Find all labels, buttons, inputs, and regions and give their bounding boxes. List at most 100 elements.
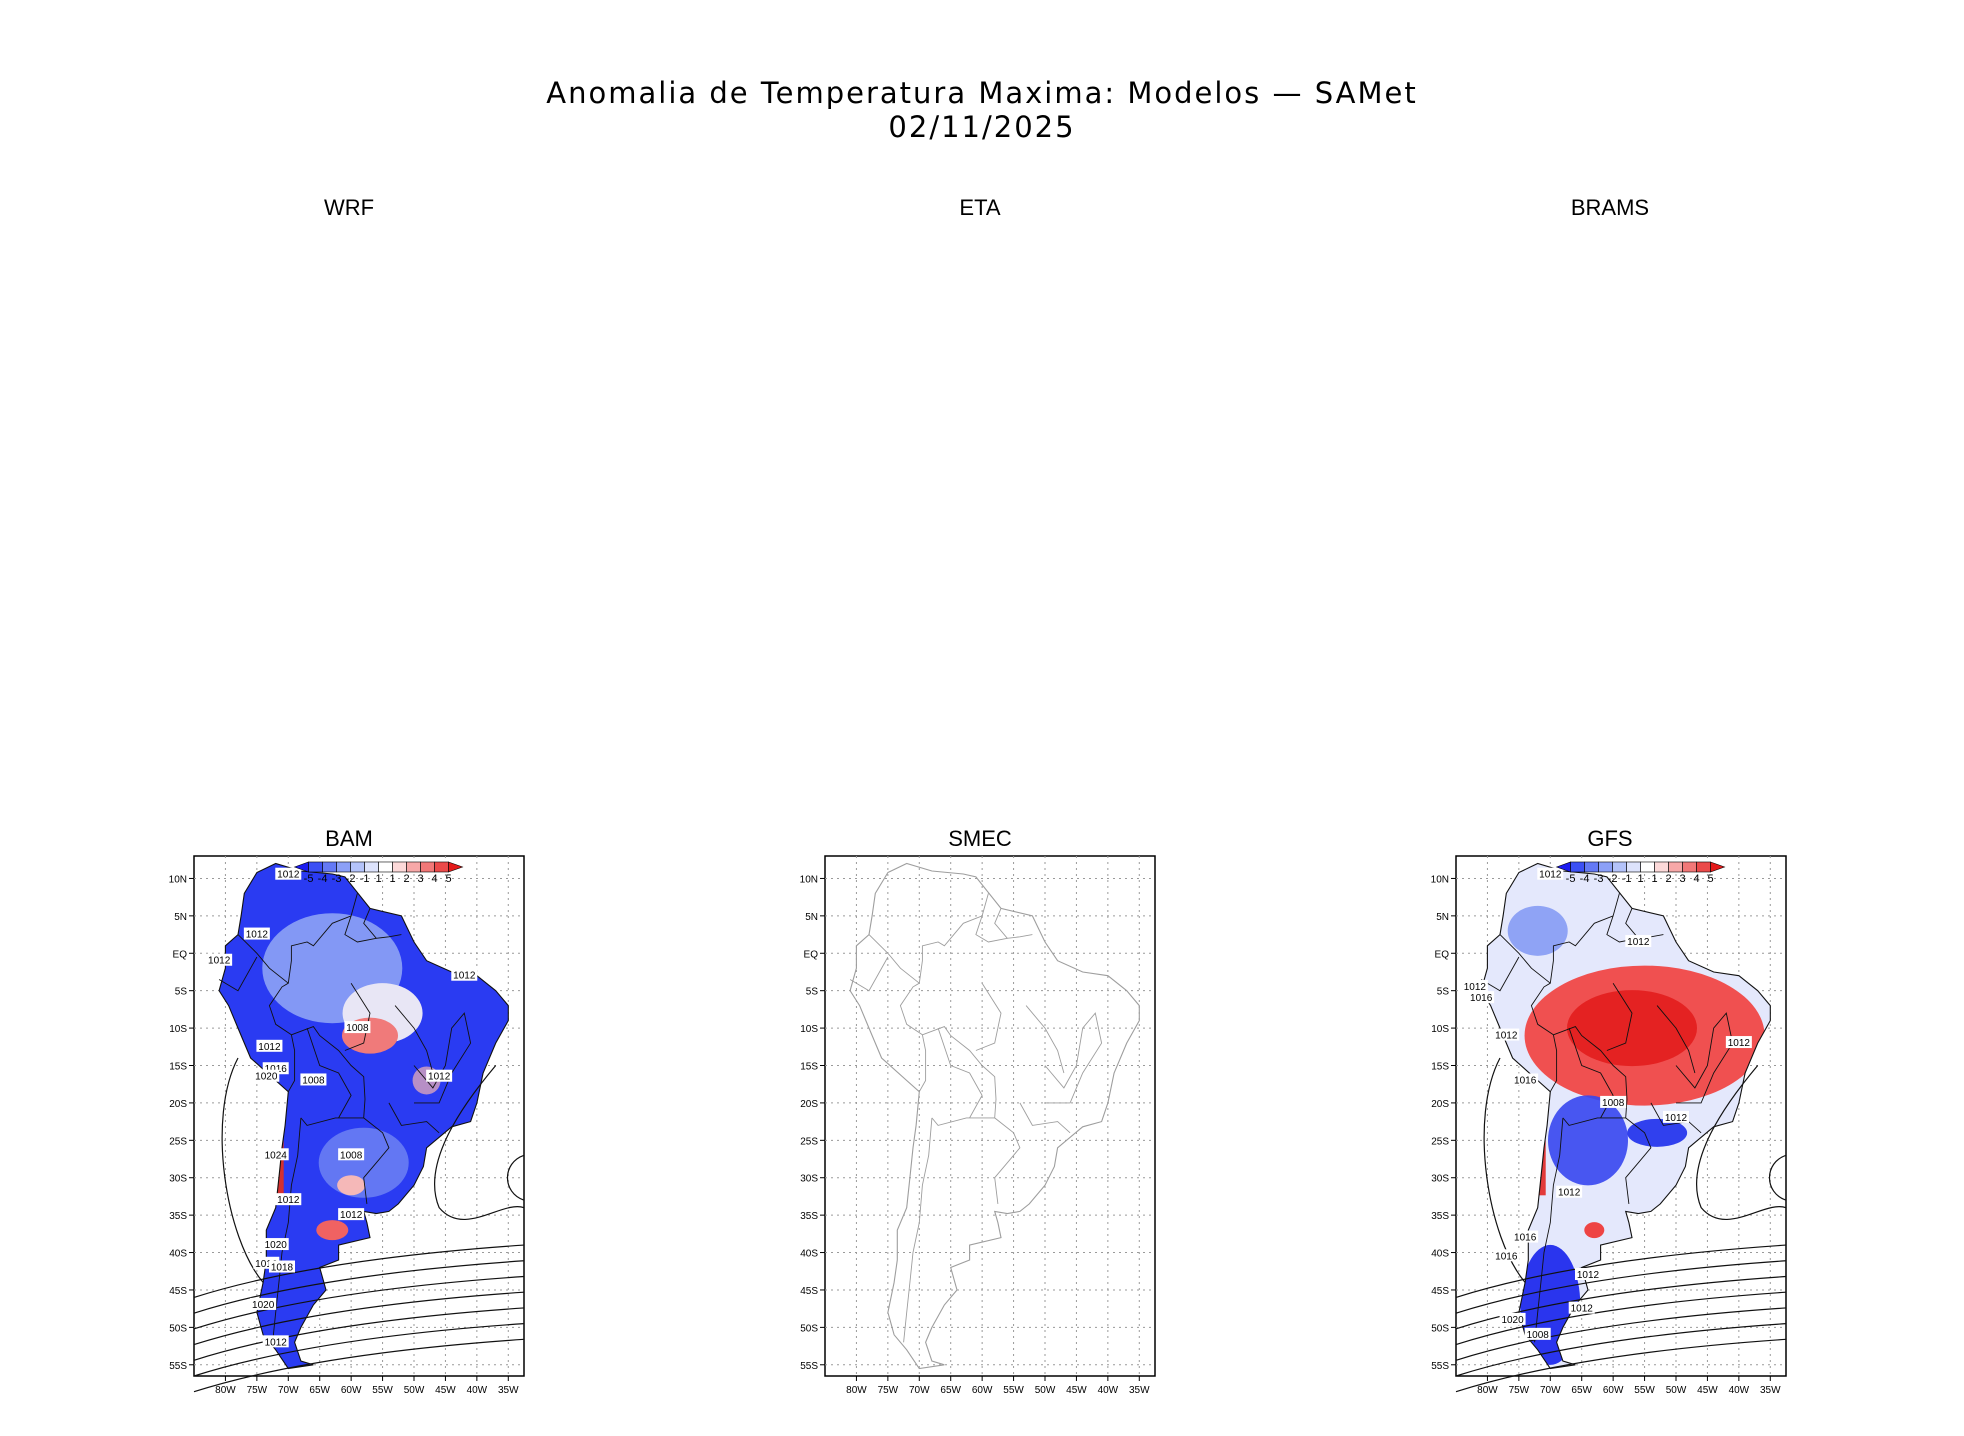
- smec-country-border: [918, 1034, 927, 1092]
- bam-lat-tick-label: 5S: [175, 987, 188, 998]
- smec-country-border: [975, 915, 1008, 943]
- bam-country-border: [287, 1034, 296, 1092]
- bam-colorbar-label: 5: [446, 873, 452, 885]
- gfs-colorbar-label: 5: [1708, 873, 1714, 885]
- bam-contour-label-bg: [426, 1069, 453, 1082]
- smec-country-border: [903, 1117, 933, 1343]
- bam-colorbar-swatch: [434, 861, 449, 873]
- bam-contour-label-bg: [275, 867, 302, 880]
- gfs-isobar: [1455, 1244, 1787, 1299]
- bam-contour-label-bg: [338, 1208, 365, 1221]
- gfs-isobar: [1455, 1291, 1787, 1346]
- smec-lat-tick-label: 25S: [800, 1136, 818, 1147]
- smec-map-panel: 10N 5N EQ 5S 10S 15S 20S 25S 30S 35S 40S 45S 50S 55S 8…: [781, 852, 1161, 1406]
- gfs-country-border: [1530, 893, 1620, 1036]
- bam-contour-label: 1008: [340, 1150, 363, 1161]
- bam-contour-label: 1012: [208, 956, 231, 967]
- bam-isobar: [193, 1260, 525, 1314]
- gfs-isobar: [1455, 1260, 1787, 1314]
- gfs-isobar: [1483, 1057, 1526, 1283]
- bam-contour-label: 1024: [265, 1150, 288, 1161]
- bam-lon-tick-label: 40W: [467, 1385, 488, 1396]
- gfs-contour-label: 1016: [1495, 1251, 1518, 1262]
- gfs-colorbar-label: -1: [1622, 873, 1632, 885]
- gfs-isobar: [1455, 1307, 1787, 1361]
- gfs-warm-anomaly: [1584, 1222, 1605, 1239]
- bam-contour-label: 1012: [340, 1210, 363, 1221]
- bam-contour-label: 1012: [277, 1195, 300, 1206]
- bam-colorbar-label: 4: [432, 873, 438, 885]
- bam-contour-label-bg: [344, 1021, 371, 1034]
- gfs-country-border: [1562, 1117, 1626, 1126]
- bam-contour-label-bg: [243, 927, 270, 940]
- panel-title-brams: BRAMS: [1570, 195, 1650, 220]
- gfs-contour-label-bg: [1725, 1036, 1752, 1049]
- gfs-lon-tick-label: 80W: [1477, 1385, 1498, 1396]
- bam-country-border: [306, 1027, 352, 1119]
- smec-lon-tick-label: 70W: [909, 1385, 930, 1396]
- gfs-lat-tick-label: 50S: [1431, 1323, 1449, 1334]
- smec-country-border: [899, 893, 989, 1036]
- smec-lat-tick-label: 20S: [800, 1099, 818, 1110]
- gfs-lat-tick-label: 5N: [1436, 912, 1449, 923]
- bam-country-border: [300, 1117, 364, 1126]
- smec-lat-tick-label: 15S: [800, 1061, 818, 1072]
- gfs-contour-label-bg: [1663, 1110, 1689, 1123]
- smec-frame: [824, 855, 1156, 1377]
- gfs-isobar: [1455, 1275, 1787, 1330]
- gfs-contour-label-bg: [1568, 1301, 1595, 1314]
- bam-warm-anomaly: [316, 1220, 349, 1241]
- gfs-lon-tick-label: 60W: [1603, 1385, 1624, 1396]
- bam-contour-label-bg: [269, 1260, 295, 1273]
- gfs-contour-label: 1016: [1514, 1075, 1537, 1086]
- gfs-cold-anomaly: [1627, 1118, 1688, 1147]
- bam-country-border: [268, 893, 358, 1036]
- gfs-contour-label: 1012: [1577, 1270, 1600, 1281]
- gfs-contour-label: 1012: [1464, 982, 1487, 993]
- bam-country-border: [218, 956, 258, 992]
- bam-contour-label-bg: [206, 953, 233, 966]
- bam-lat-tick-label: 20S: [169, 1099, 187, 1110]
- bam-lon-tick-label: 50W: [404, 1385, 425, 1396]
- bam-lon-tick-label: 70W: [278, 1385, 299, 1396]
- bam-contour-label-bg: [338, 1148, 365, 1161]
- gfs-contour-label-bg: [1468, 991, 1495, 1004]
- bam-isobar: [193, 1307, 525, 1361]
- smec-country-border: [937, 1027, 983, 1119]
- smec-lat-tick-label: 10N: [800, 874, 818, 885]
- gfs-lon-tick-label: 45W: [1697, 1385, 1718, 1396]
- smec-lon-tick-label: 45W: [1066, 1385, 1087, 1396]
- gfs-lon-tick-label: 65W: [1571, 1385, 1592, 1396]
- gfs-colorbar-swatch: [1584, 861, 1599, 873]
- gfs-isobar: [1696, 1065, 1787, 1220]
- gfs-contour-label-bg: [1512, 1230, 1539, 1243]
- bam-contour-label-bg: [275, 1193, 302, 1206]
- bam-lat-tick-label: 5N: [174, 912, 187, 923]
- bam-colorbar-swatch: [406, 861, 421, 873]
- gfs-contour-label-bg: [1493, 1249, 1520, 1262]
- bam-colorbar-label: -1: [360, 873, 370, 885]
- bam-lat-tick-label: 10S: [169, 1024, 187, 1035]
- bam-colorbar-swatch: [378, 861, 393, 873]
- bam-lon-tick-label: 75W: [247, 1385, 268, 1396]
- smec-country-border: [975, 982, 1002, 1051]
- gfs-lat-tick-label: 20S: [1431, 1099, 1449, 1110]
- bam-map-panel: 10N 5N EQ 5S 10S 15S 20S 25S 30S 35S 40S 45S 50S 55S 8…: [150, 852, 530, 1406]
- gfs-lat-tick-label: EQ: [1435, 949, 1450, 960]
- gfs-lat-tick-label: 25S: [1431, 1136, 1449, 1147]
- bam-lat-tick-label: 30S: [169, 1174, 187, 1185]
- gfs-map-panel: 10N 5N EQ 5S 10S 15S 20S 25S 30S 35S 40S 45S 50S 55S 8…: [1412, 852, 1792, 1406]
- bam-lon-tick-label: 80W: [215, 1385, 236, 1396]
- bam-colorbar-label: -4: [318, 873, 328, 885]
- smec-country-border: [1019, 1102, 1071, 1134]
- smec-lon-tick-label: 55W: [1003, 1385, 1024, 1396]
- gfs-colorbar-swatch: [1682, 861, 1697, 873]
- gfs-contour-label: 1016: [1514, 1233, 1537, 1244]
- bam-contour-label: 1012: [453, 971, 476, 982]
- bam-contour-label-bg: [262, 1148, 289, 1161]
- gfs-colorbar-label: -3: [1594, 873, 1604, 885]
- bam-contour-label: 1020: [255, 1072, 278, 1083]
- bam-country-border: [237, 934, 289, 984]
- gfs-colorbar-label: 3: [1680, 873, 1686, 885]
- bam-contour-label: 1012: [277, 870, 300, 881]
